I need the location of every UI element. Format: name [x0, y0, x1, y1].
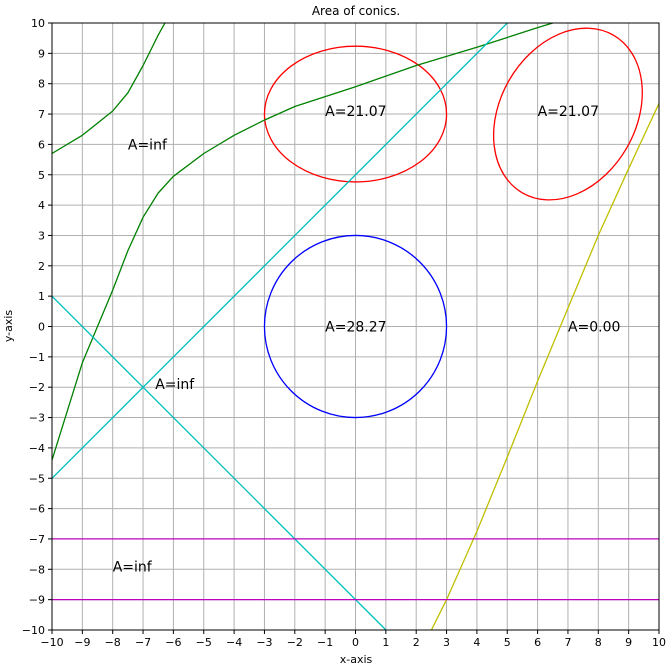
x-tick-label: −4	[226, 636, 242, 649]
x-tick-label: −7	[135, 636, 151, 649]
x-tick-label: −6	[165, 636, 181, 649]
y-tick-label: −6	[29, 503, 45, 516]
ellipse-curve	[492, 27, 643, 201]
x-tick-label: 0	[352, 636, 359, 649]
parabola-curve	[430, 103, 659, 630]
area-annotation: A=inf	[128, 137, 168, 153]
y-axis-label: y-axis	[2, 310, 15, 343]
series-group	[52, 23, 659, 630]
y-tick-label: −7	[29, 533, 45, 546]
x-axis-label: x-axis	[340, 653, 373, 666]
x-tick-label: −2	[287, 636, 303, 649]
line-curve	[52, 295, 387, 630]
line-curve	[52, 23, 508, 479]
y-tick-label: 10	[31, 17, 45, 30]
y-tick-label: −9	[29, 594, 45, 607]
x-tick-label: −5	[196, 636, 212, 649]
x-tick-label: 2	[413, 636, 420, 649]
y-tick-label: −1	[29, 351, 45, 364]
x-tick-label: 4	[473, 636, 480, 649]
y-tick-label: −8	[29, 563, 45, 576]
x-tick-label: −1	[317, 636, 333, 649]
y-tick-label: 6	[38, 138, 45, 151]
area-annotation: A=21.07	[538, 104, 599, 120]
x-tick-label: −9	[74, 636, 90, 649]
y-tick-label: −4	[29, 442, 45, 455]
y-tick-label: −10	[22, 624, 45, 637]
chart-title: Area of conics.	[312, 4, 400, 18]
area-annotation: A=inf	[155, 377, 195, 393]
x-tick-label: −10	[40, 636, 63, 649]
x-tick-label: −3	[256, 636, 272, 649]
y-tick-label: 3	[38, 229, 45, 242]
area-annotation: A=inf	[113, 559, 153, 575]
y-tick-label: 4	[38, 199, 45, 212]
y-tick-label: −2	[29, 381, 45, 394]
annotations: A=inf A=21.07 A=21.07 A=28.27 A=0.00 A=inf A=i…	[113, 104, 621, 575]
area-annotation: A=0.00	[568, 320, 620, 336]
x-tick-label: 9	[625, 636, 632, 649]
y-tick-label: 2	[38, 260, 45, 273]
area-annotation: A=28.27	[325, 320, 386, 336]
area-annotation: A=21.07	[325, 104, 386, 120]
hyperbola-branch-curve	[52, 23, 166, 155]
x-tick-label: 8	[595, 636, 602, 649]
y-tick-label: 8	[38, 78, 45, 91]
x-tick-label: 10	[652, 636, 666, 649]
x-tick-label: −8	[105, 636, 121, 649]
x-tick-label: 3	[443, 636, 450, 649]
y-tick-label: 0	[38, 321, 45, 334]
circle-curve	[263, 234, 448, 419]
axis-ticks: −10 −9 −8 −7 −6 −5 −4 −3 −2 −1 0 1 2 3 4 5 6 7 8 9 10−10−9−8…	[22, 17, 666, 649]
y-tick-label: −5	[29, 472, 45, 485]
y-tick-label: 7	[38, 108, 45, 121]
y-tick-label: 1	[38, 290, 45, 303]
x-tick-label: 7	[564, 636, 571, 649]
y-tick-label: −3	[29, 412, 45, 425]
y-tick-label: 9	[38, 47, 45, 60]
y-tick-label: 5	[38, 169, 45, 182]
hyperbola-branch-curve	[52, 23, 553, 461]
ellipse-curve	[263, 45, 448, 183]
x-tick-label: 6	[534, 636, 541, 649]
x-tick-label: 5	[504, 636, 511, 649]
x-tick-label: 1	[382, 636, 389, 649]
